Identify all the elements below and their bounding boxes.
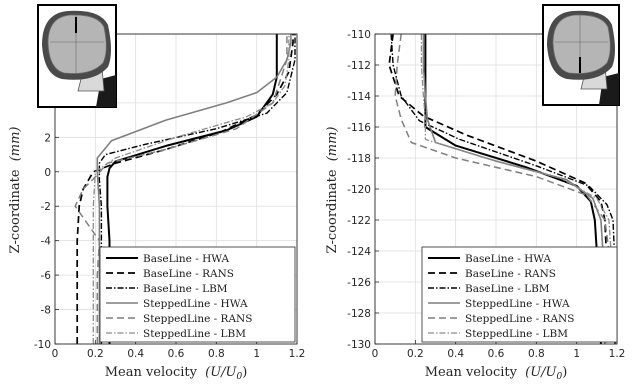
left-x-tick-label: 0.6 <box>168 348 185 360</box>
left-y-tick-label: -6 <box>41 270 52 282</box>
left-legend-label-steppedline-hwa: SteppedLine - HWA <box>143 298 248 310</box>
right-y-tick-label: -110 <box>347 29 371 41</box>
left-y-tick-label: -10 <box>34 339 51 351</box>
right-x-tick-label: 1 <box>573 348 580 360</box>
left-legend-label-steppedline-rans: SteppedLine - RANS <box>143 313 252 325</box>
right-legend-label-baseline-lbm: BaseLine - LBM <box>465 283 550 295</box>
right-legend-label-steppedline-hwa: SteppedLine - HWA <box>465 298 570 310</box>
left-legend-label-baseline-hwa: BaseLine - HWA <box>143 253 230 265</box>
left-legend-label-steppedline-lbm: SteppedLine - LBM <box>143 328 246 340</box>
right-legend-label-baseline-hwa: BaseLine - HWA <box>465 253 552 265</box>
right-y-tick-label: -112 <box>347 60 371 72</box>
left-series-steppedline-lbm <box>92 34 290 344</box>
right-legend-label-steppedline-lbm: SteppedLine - LBM <box>465 328 568 340</box>
left-x-tick-label: 0.2 <box>87 348 104 360</box>
right-inset-image <box>542 4 620 106</box>
right-legend-label-steppedline-rans: SteppedLine - RANS <box>465 313 574 325</box>
left-y-tick-label: -8 <box>41 305 51 317</box>
left-legend-label-baseline-rans: BaseLine - RANS <box>143 268 234 280</box>
right-y-ticks: -130 -128 -126 -124 -122 -120 -118 -116 -114 -112… <box>347 29 379 351</box>
left-x-axis-label: Mean velocity (U/U0) <box>105 365 248 382</box>
right-y-tick-label: -120 <box>347 184 371 196</box>
right-y-tick-label: -122 <box>347 215 371 227</box>
right-series-steppedline-lbm <box>420 34 612 344</box>
right-x-ticks: 0 0.2 0.4 0.6 0.8 1 1.2 <box>372 340 626 360</box>
left-y-ticks: -10-8-6-4-2024 <box>34 98 59 351</box>
right-legend-label-baseline-rans: BaseLine - RANS <box>465 268 556 280</box>
left-series-baseline-rans <box>76 34 294 344</box>
right-y-tick-label: -124 <box>347 246 371 258</box>
right-y-tick-label: -128 <box>347 308 371 320</box>
left-panel: 00.20.40.60.811.2 -10-8-6-4-2024 BaseLin… <box>8 4 306 382</box>
right-y-tick-label: -114 <box>347 91 371 103</box>
right-y-tick-label: -118 <box>347 153 371 165</box>
right-x-tick-label: 0 <box>372 348 379 360</box>
left-x-tick-label: 0.8 <box>208 348 225 360</box>
right-x-tick-label: 0.6 <box>488 348 505 360</box>
left-y-tick-label: 2 <box>44 132 51 144</box>
left-inset-image <box>37 4 117 108</box>
right-y-tick-label: -116 <box>347 122 371 134</box>
left-x-ticks: 0 0.2 0.4 0.6 0.8 1 1.2 <box>52 340 306 360</box>
left-legend-label-baseline-lbm: BaseLine - LBM <box>143 283 228 295</box>
left-x-tick-label: 0 <box>52 348 59 360</box>
right-legend: BaseLine - HWA BaseLine - RANS BaseLine - … <box>421 246 618 343</box>
right-x-tick-label: 0.2 <box>407 348 424 360</box>
left-series-steppedline-hwa <box>96 34 292 344</box>
right-x-axis-label: Mean velocity (U/U0) <box>425 365 568 382</box>
left-grid <box>54 34 298 345</box>
left-y-tick-label: 0 <box>44 167 51 179</box>
right-y-tick-label: -126 <box>347 277 371 289</box>
right-y-axis-label: Z-coordinate (mm) <box>325 126 340 253</box>
left-y-axis-label: Z-coordinate (mm) <box>8 126 23 253</box>
right-panel: 0 0.2 0.4 0.6 0.8 1 1.2 -130-128-126-124-122-1… <box>325 4 626 382</box>
right-y-tick-label: -130 <box>347 339 371 351</box>
right-x-tick-label: 0.8 <box>528 348 545 360</box>
left-x-tick-label: 0.4 <box>127 348 144 360</box>
left-x-tick-label: 1.2 <box>289 348 306 360</box>
left-y-tick-label: -4 <box>41 236 52 248</box>
left-y-tick-label: -2 <box>41 201 51 213</box>
left-x-tick-label: 1 <box>253 348 260 360</box>
right-x-tick-label: 1.2 <box>609 348 626 360</box>
left-legend: BaseLine - HWA BaseLine - RANS BaseLine - … <box>99 246 296 343</box>
left-series-steppedline-rans <box>74 34 288 344</box>
right-x-tick-label: 0.4 <box>447 348 464 360</box>
